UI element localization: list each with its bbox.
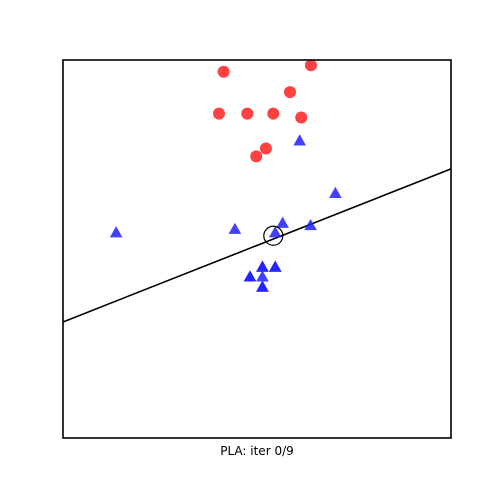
data-point-circle bbox=[284, 86, 296, 98]
x-axis-label: PLA: iter 0/9 bbox=[220, 444, 294, 458]
data-point-circle bbox=[213, 108, 225, 120]
data-point-circle bbox=[260, 142, 272, 154]
data-point-circle bbox=[218, 66, 230, 78]
data-point-circle bbox=[267, 108, 279, 120]
data-point-circle bbox=[241, 108, 253, 120]
data-point-circle bbox=[250, 150, 262, 162]
data-point-circle bbox=[305, 59, 317, 71]
plot-background bbox=[63, 60, 451, 438]
data-point-circle bbox=[295, 111, 307, 123]
